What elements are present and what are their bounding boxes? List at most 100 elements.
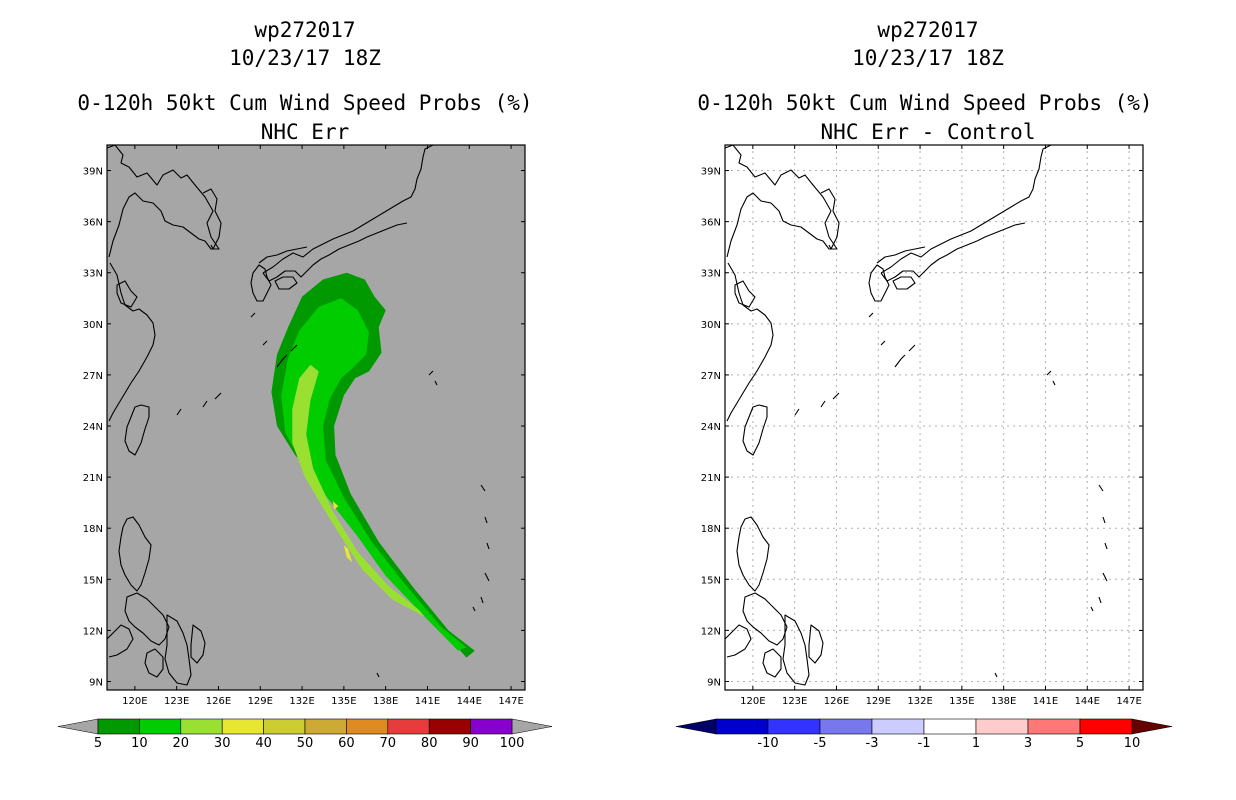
x-tick-label: 129E bbox=[248, 696, 273, 707]
y-tick-label: 30N bbox=[701, 320, 721, 331]
x-tick-label: 141E bbox=[1033, 696, 1058, 707]
colorbar-label: 100 bbox=[500, 736, 525, 751]
colorbar-label: 5 bbox=[94, 736, 102, 751]
colorbar-swatch bbox=[819, 718, 873, 735]
colorbar-swatch bbox=[263, 718, 306, 735]
colorbar-low-arrow bbox=[57, 718, 99, 735]
colorbar-low-arrow bbox=[675, 718, 717, 735]
y-tick-label: 27N bbox=[701, 371, 721, 382]
left-timestamp: 10/23/17 18Z bbox=[229, 46, 381, 70]
colorbar-label: 1 bbox=[972, 736, 980, 751]
right-map-background bbox=[725, 145, 1143, 690]
x-tick-label: 135E bbox=[331, 696, 356, 707]
colorbar-label: 40 bbox=[255, 736, 272, 751]
colorbar-label: 60 bbox=[338, 736, 355, 751]
y-tick-label: 15N bbox=[701, 575, 721, 586]
y-tick-label: 9N bbox=[707, 677, 721, 688]
colorbar-swatch bbox=[97, 718, 140, 735]
x-tick-label: 144E bbox=[1075, 696, 1100, 707]
colorbar-label: 70 bbox=[380, 736, 397, 751]
y-tick-label: 36N bbox=[83, 218, 103, 229]
colorbar-swatch bbox=[346, 718, 389, 735]
colorbar-label: 90 bbox=[462, 736, 479, 751]
right-storm-id: wp272017 bbox=[877, 18, 979, 42]
colorbar-swatch bbox=[715, 718, 769, 735]
colorbar-high-arrow bbox=[511, 718, 553, 735]
x-tick-label: 123E bbox=[164, 696, 189, 707]
prob-contour-20pct bbox=[292, 364, 425, 617]
colorbar-swatch bbox=[139, 718, 182, 735]
colorbar-swatch bbox=[871, 718, 925, 735]
y-tick-label: 21N bbox=[83, 473, 103, 484]
y-tick-label: 21N bbox=[701, 473, 721, 484]
x-tick-label: 147E bbox=[1116, 696, 1141, 707]
colorbar-label: 20 bbox=[173, 736, 190, 751]
right-subtitle: NHC Err - Control bbox=[820, 120, 1036, 144]
colorbar-swatch bbox=[1027, 718, 1081, 735]
left-colorbar: 5 10 20 30 40 50 60 70 80 90 100 bbox=[57, 718, 553, 751]
prob-contour-10pct bbox=[281, 298, 467, 651]
y-tick-label: 9N bbox=[89, 677, 103, 688]
x-tick-label: 144E bbox=[457, 696, 482, 707]
probability-field bbox=[271, 272, 475, 658]
x-tick-label: 132E bbox=[289, 696, 314, 707]
colorbar-swatch bbox=[428, 718, 471, 735]
left-axis-ticks: 120E 123E 126E 129E 132E 135E 138E 141E 144E 147E… bbox=[83, 145, 525, 707]
right-colorbar: -10 -5 -3 -1 1 3 5 10 bbox=[675, 718, 1173, 751]
x-tick-label: 141E bbox=[415, 696, 440, 707]
y-tick-label: 33N bbox=[83, 269, 103, 280]
x-tick-label: 120E bbox=[122, 696, 147, 707]
colorbar-label: -5 bbox=[814, 736, 827, 751]
colorbar-label: 30 bbox=[214, 736, 231, 751]
x-tick-label: 135E bbox=[949, 696, 974, 707]
colorbar-label: 3 bbox=[1024, 736, 1032, 751]
y-tick-label: 12N bbox=[83, 626, 103, 637]
right-map-frame bbox=[724, 144, 1144, 691]
right-product-title: 0-120h 50kt Cum Wind Speed Probs (%) bbox=[697, 91, 1153, 115]
x-tick-label: 126E bbox=[206, 696, 231, 707]
x-tick-label: 129E bbox=[866, 696, 891, 707]
colorbar-label: 10 bbox=[131, 736, 148, 751]
y-tick-label: 24N bbox=[701, 422, 721, 433]
colorbar-label: 10 bbox=[1124, 736, 1141, 751]
colorbar-label: -3 bbox=[866, 736, 879, 751]
left-map-panel: 120E 123E 126E 129E 132E 135E 138E 141E 144E 147E… bbox=[83, 144, 526, 707]
y-tick-label: 39N bbox=[83, 167, 103, 178]
colorbar-label: -1 bbox=[918, 736, 931, 751]
y-tick-label: 36N bbox=[701, 218, 721, 229]
colorbar-label: 5 bbox=[1076, 736, 1084, 751]
y-tick-label: 18N bbox=[83, 524, 103, 535]
y-tick-label: 39N bbox=[701, 167, 721, 178]
y-tick-label: 15N bbox=[83, 575, 103, 586]
x-tick-label: 147E bbox=[498, 696, 523, 707]
x-tick-label: 138E bbox=[991, 696, 1016, 707]
colorbar-high-arrow bbox=[1131, 718, 1173, 735]
right-map-panel: 120E 123E 126E 129E 132E 135E 138E 141E 144E 147E… bbox=[701, 144, 1144, 707]
right-gridlines bbox=[725, 145, 1143, 690]
colorbar-swatch bbox=[387, 718, 430, 735]
y-tick-label: 27N bbox=[83, 371, 103, 382]
x-tick-label: 126E bbox=[824, 696, 849, 707]
colorbar-swatch bbox=[304, 718, 347, 735]
y-tick-label: 24N bbox=[83, 422, 103, 433]
x-tick-label: 123E bbox=[782, 696, 807, 707]
colorbar-swatch bbox=[221, 718, 264, 735]
y-tick-label: 12N bbox=[701, 626, 721, 637]
y-tick-label: 18N bbox=[701, 524, 721, 535]
left-map-frame bbox=[106, 144, 526, 691]
prob-contour-30pct bbox=[343, 545, 353, 563]
left-product-title: 0-120h 50kt Cum Wind Speed Probs (%) bbox=[77, 91, 533, 115]
x-tick-label: 138E bbox=[373, 696, 398, 707]
x-tick-label: 120E bbox=[740, 696, 765, 707]
colorbar-swatch bbox=[975, 718, 1029, 735]
colorbar-swatch bbox=[470, 718, 513, 735]
colorbar-swatch bbox=[180, 718, 223, 735]
colorbar-label: -10 bbox=[757, 736, 778, 751]
colorbar-swatch bbox=[1079, 718, 1133, 735]
y-tick-label: 30N bbox=[83, 320, 103, 331]
left-storm-id: wp272017 bbox=[254, 18, 356, 42]
prob-contour-30pct-spot bbox=[332, 501, 339, 510]
left-subtitle: NHC Err bbox=[260, 120, 350, 144]
y-tick-label: 33N bbox=[701, 269, 721, 280]
x-tick-label: 132E bbox=[907, 696, 932, 707]
